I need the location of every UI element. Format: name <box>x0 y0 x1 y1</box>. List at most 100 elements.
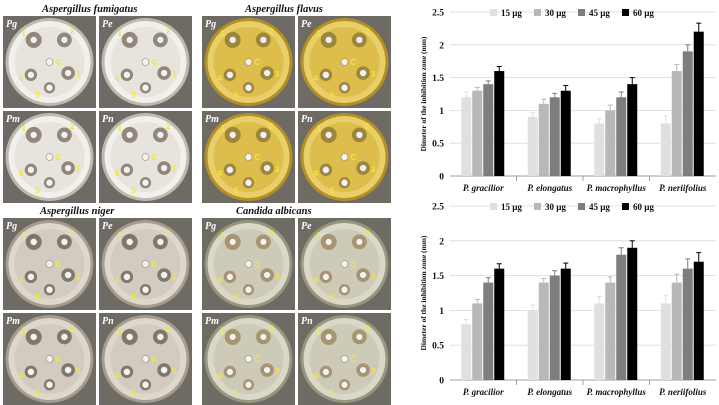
panel-label: Pe <box>102 19 113 30</box>
petri-dish-image: 1 2 3 4 5 C Pn <box>298 111 391 203</box>
well <box>263 164 271 172</box>
title-aspergillus-fumigatus: Aspergillus fumigatus <box>42 4 138 15</box>
well-number: 4 <box>19 169 24 178</box>
control-well <box>340 355 349 363</box>
well-number: 4 <box>314 276 319 285</box>
well-number: 5 <box>35 388 40 397</box>
well <box>359 69 367 77</box>
legend-swatch <box>534 9 541 16</box>
bar <box>527 310 538 380</box>
control-well <box>141 260 150 268</box>
well <box>60 36 69 44</box>
well-number: 3 <box>275 272 280 281</box>
well <box>324 333 333 341</box>
well <box>340 83 349 92</box>
well-number: 2 <box>269 27 274 36</box>
control-well <box>340 153 349 161</box>
well <box>123 368 131 376</box>
well-number: 1 <box>117 124 122 133</box>
well-number: 4 <box>218 74 223 83</box>
x-category-label: P. macrophyllus <box>587 183 647 193</box>
well-number: 5 <box>330 91 335 100</box>
well-number: 5 <box>131 388 136 397</box>
control-label: C <box>351 153 357 162</box>
legend-swatch <box>490 203 497 210</box>
well <box>29 36 38 44</box>
petri-dish-fumigatus-pg: 1 2 3 4 5 C Pg <box>3 16 96 108</box>
well-number: 1 <box>220 326 225 335</box>
well-number: 2 <box>70 27 75 36</box>
bar <box>560 90 571 176</box>
well <box>125 36 134 44</box>
well-number: 1 <box>21 124 26 133</box>
petri-dish-niger-pm: 1 2 3 4 5 C Pm <box>3 313 96 405</box>
x-category-label: P. gracilior <box>463 387 504 397</box>
control-label: C <box>351 260 357 269</box>
legend-swatch <box>578 203 585 210</box>
bar <box>461 97 472 176</box>
petri-dish-image: 1 2 3 4 5 C Pm <box>3 111 96 203</box>
well-number: 5 <box>35 186 40 195</box>
well <box>340 178 349 187</box>
well-number: 2 <box>70 229 75 238</box>
well-number: 2 <box>166 229 171 238</box>
bar <box>616 97 627 176</box>
y-tick-label: 2 <box>439 41 444 51</box>
well-number: 2 <box>70 324 75 333</box>
well <box>355 36 364 44</box>
well <box>324 238 333 246</box>
well <box>228 131 237 139</box>
bar <box>483 84 494 176</box>
well <box>156 238 165 246</box>
well-number: 3 <box>76 272 81 281</box>
well <box>228 238 237 246</box>
well <box>125 333 134 341</box>
well <box>125 238 134 246</box>
bar <box>549 275 560 380</box>
bar <box>693 31 704 177</box>
bar <box>627 84 638 176</box>
bar <box>693 261 704 380</box>
control-label: C <box>152 58 158 67</box>
panel-label: Pg <box>6 221 17 232</box>
well <box>29 333 38 341</box>
well <box>123 166 131 174</box>
well <box>64 366 72 374</box>
legend-swatch <box>622 203 629 210</box>
well-number: 3 <box>172 70 177 79</box>
well-number: 3 <box>275 367 280 376</box>
petri-dish-image: 1 2 3 4 5 C Pm <box>202 111 295 203</box>
bar <box>560 268 571 380</box>
well-number: 3 <box>275 70 280 79</box>
bar <box>549 97 560 176</box>
legend-swatch <box>534 203 541 210</box>
petri-dish-fumigatus-pe: 1 2 3 4 5 C Pe <box>99 16 192 108</box>
legend-label: 45 µg <box>589 202 610 212</box>
well-number: 1 <box>117 326 122 335</box>
well-number: 4 <box>314 74 319 83</box>
well-number: 3 <box>371 70 376 79</box>
x-category-label: P. macrophyllus <box>587 387 647 397</box>
well-number: 2 <box>166 122 171 131</box>
panel-label: Pe <box>301 221 312 232</box>
well <box>359 271 367 279</box>
panel-label: Pg <box>205 221 216 232</box>
bar <box>494 268 505 380</box>
control-well <box>244 153 253 161</box>
well <box>244 178 253 187</box>
well <box>141 83 150 92</box>
well-number: 5 <box>131 293 136 302</box>
well <box>355 131 364 139</box>
well-number: 4 <box>19 276 24 285</box>
y-tick-label: 0 <box>439 173 444 183</box>
x-category-label: P. elongatus <box>527 387 572 397</box>
bar <box>605 110 616 176</box>
panel-label: Pn <box>102 114 114 125</box>
well <box>259 333 268 341</box>
control-well <box>340 58 349 66</box>
panel-label: Pn <box>301 114 313 125</box>
inhibition-zone-chart-top: 0 0.5 1 1.5 2 2.5 Dimeter of the inhibition zo… <box>398 0 719 196</box>
well <box>156 131 165 139</box>
well-number: 5 <box>330 186 335 195</box>
well-number: 2 <box>365 324 370 333</box>
